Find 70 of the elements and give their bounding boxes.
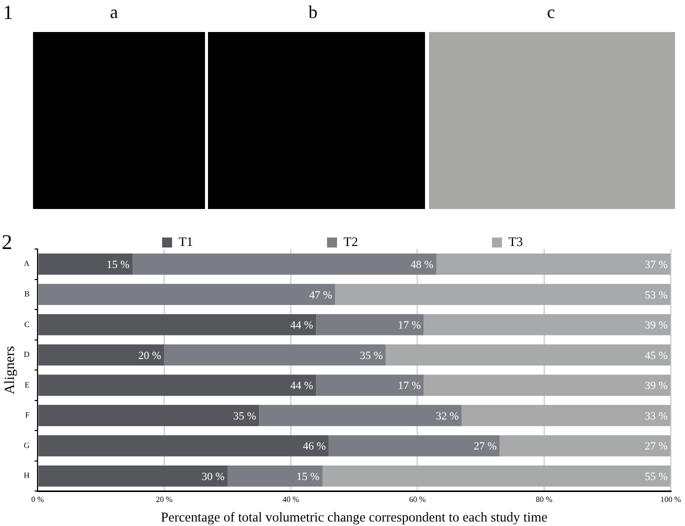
- data-label: 39 %: [644, 320, 668, 332]
- bar: [335, 284, 671, 306]
- text: c: [547, 2, 555, 22]
- data-label: 53 %: [644, 289, 668, 302]
- bar: [462, 404, 671, 426]
- text: a: [110, 2, 118, 22]
- bar: [436, 254, 671, 275]
- data-label: 27 %: [644, 440, 668, 453]
- data-label: 44 %: [290, 380, 314, 392]
- data-label: 48 %: [410, 259, 434, 272]
- bar: [38, 404, 260, 426]
- data-label: 15 %: [106, 259, 130, 272]
- bar: [38, 254, 133, 275]
- y-tick-label: B: [24, 290, 30, 299]
- data-label: 35 %: [360, 350, 383, 362]
- bar: [38, 344, 164, 366]
- bar: [424, 374, 671, 396]
- bar: [38, 314, 316, 336]
- data-label: 55 %: [644, 470, 668, 483]
- bar: [228, 465, 322, 487]
- text: b: [308, 2, 318, 22]
- bar: [164, 344, 386, 366]
- bar: [38, 374, 316, 396]
- bar: [424, 314, 671, 336]
- y-axis-title: Aligners: [3, 346, 18, 394]
- x-tick-label: 80 %: [536, 495, 553, 504]
- text: 1: [3, 2, 13, 24]
- x-tick-label: 100 %: [660, 495, 682, 504]
- data-label: 46 %: [302, 440, 326, 453]
- y-tick-label: E: [24, 380, 30, 390]
- data-label: 17 %: [398, 320, 421, 332]
- bar: [500, 435, 671, 456]
- bar: [132, 254, 436, 275]
- data-label: 33 %: [644, 410, 668, 422]
- data-label: 17 %: [398, 380, 421, 392]
- x-tick-label: 60 %: [409, 495, 426, 504]
- x-axis-title: Percentage of total volumetric change correspondent to each study time: [160, 509, 548, 524]
- data-label: 15 %: [296, 470, 320, 483]
- x-tick-label: 40 %: [282, 495, 300, 504]
- legend-label: T2: [344, 234, 358, 249]
- data-label: 27 %: [474, 440, 497, 453]
- bar: [259, 404, 462, 426]
- data-label: 39 %: [644, 380, 668, 392]
- x-tick-label: 20 %: [156, 495, 173, 504]
- y-tick-label: D: [24, 350, 30, 360]
- bar: [316, 374, 424, 396]
- y-tick-label: F: [25, 410, 30, 420]
- bar: [322, 465, 671, 487]
- bar: [38, 284, 336, 306]
- y-tick-label: G: [24, 440, 30, 450]
- y-tick-label: C: [24, 320, 30, 329]
- data-label: 35 %: [233, 410, 256, 422]
- data-label: 32 %: [436, 410, 459, 422]
- bar: [386, 344, 671, 366]
- text: 2: [2, 230, 12, 254]
- bar: [328, 435, 500, 456]
- y-tick-label: A: [24, 259, 30, 268]
- legend-label: T1: [178, 234, 194, 249]
- bar: [316, 314, 424, 336]
- data-label: 20 %: [138, 350, 162, 362]
- data-label: 30 %: [202, 470, 225, 483]
- x-tick-label: 0 %: [31, 495, 44, 504]
- bar: [38, 435, 329, 456]
- data-label: 44 %: [290, 320, 314, 332]
- data-label: 47 %: [309, 289, 332, 302]
- bar: [38, 465, 228, 487]
- data-label: 37 %: [644, 259, 668, 272]
- data-label: 45 %: [644, 350, 668, 362]
- y-tick-label: H: [24, 471, 30, 480]
- legend-label: T3: [508, 234, 523, 249]
